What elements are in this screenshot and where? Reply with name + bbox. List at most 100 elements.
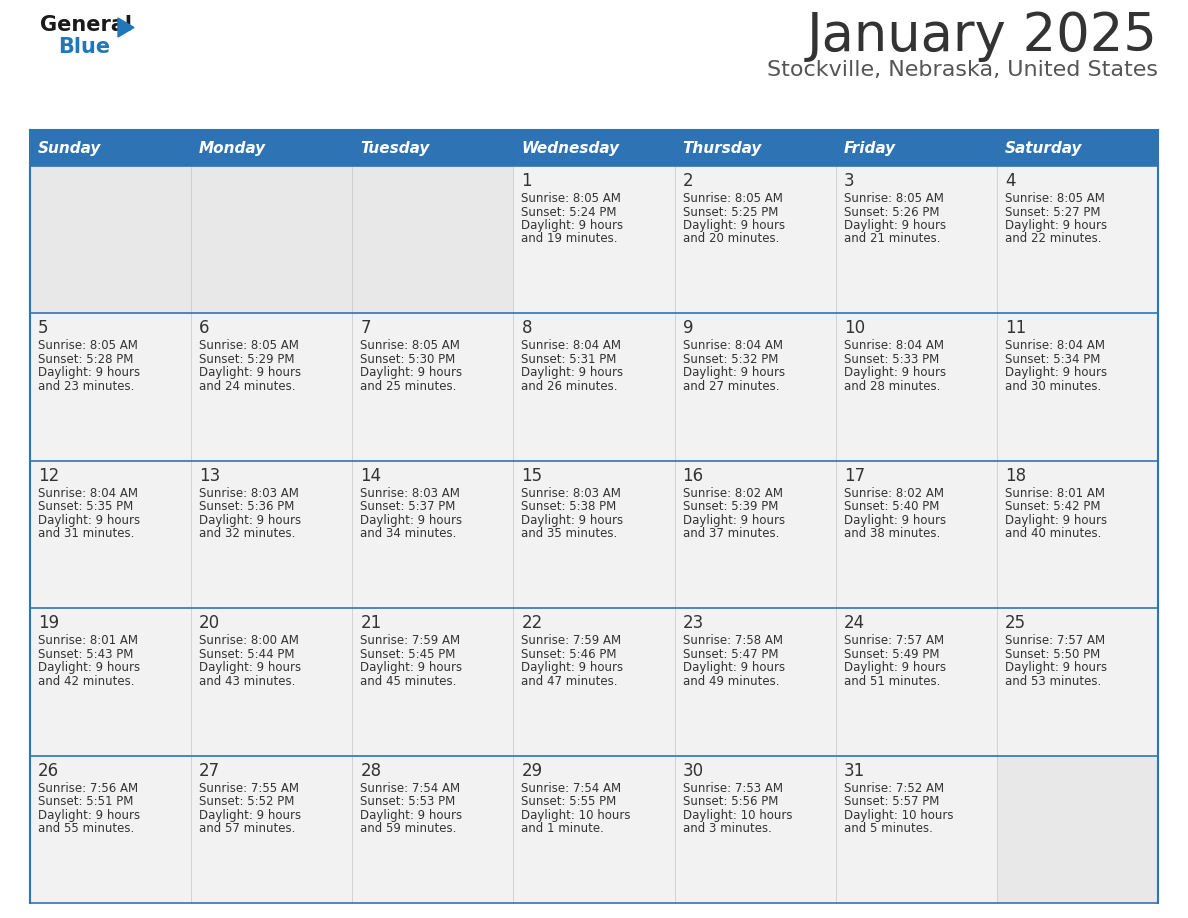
Text: Sunset: 5:36 PM: Sunset: 5:36 PM <box>200 500 295 513</box>
Text: 31: 31 <box>843 762 865 779</box>
Text: Daylight: 9 hours: Daylight: 9 hours <box>360 809 462 822</box>
Text: Daylight: 9 hours: Daylight: 9 hours <box>1005 661 1107 674</box>
Text: Monday: Monday <box>200 140 266 155</box>
Bar <box>353 461 513 609</box>
Text: and 26 minutes.: and 26 minutes. <box>522 380 618 393</box>
Text: Daylight: 9 hours: Daylight: 9 hours <box>1005 366 1107 379</box>
Text: Sunrise: 7:59 AM: Sunrise: 7:59 AM <box>522 634 621 647</box>
Text: Sunset: 5:50 PM: Sunset: 5:50 PM <box>1005 648 1100 661</box>
Text: Tuesday: Tuesday <box>360 140 430 155</box>
Text: Sunrise: 8:04 AM: Sunrise: 8:04 AM <box>1005 340 1105 353</box>
Text: and 3 minutes.: and 3 minutes. <box>683 823 771 835</box>
Bar <box>191 166 353 313</box>
Text: 1: 1 <box>522 172 532 190</box>
Text: Daylight: 9 hours: Daylight: 9 hours <box>522 219 624 232</box>
Text: Sunset: 5:52 PM: Sunset: 5:52 PM <box>200 795 295 808</box>
Text: and 25 minutes.: and 25 minutes. <box>360 380 456 393</box>
Text: Sunset: 5:55 PM: Sunset: 5:55 PM <box>522 795 617 808</box>
Text: Sunset: 5:32 PM: Sunset: 5:32 PM <box>683 353 778 366</box>
Bar <box>675 166 835 313</box>
Text: and 55 minutes.: and 55 minutes. <box>38 823 134 835</box>
Text: Sunset: 5:30 PM: Sunset: 5:30 PM <box>360 353 455 366</box>
Text: 25: 25 <box>1005 614 1026 633</box>
Text: and 45 minutes.: and 45 minutes. <box>360 675 456 688</box>
Text: Daylight: 9 hours: Daylight: 9 hours <box>360 366 462 379</box>
Text: Sunrise: 7:59 AM: Sunrise: 7:59 AM <box>360 634 461 647</box>
Text: Daylight: 9 hours: Daylight: 9 hours <box>843 366 946 379</box>
Text: Saturday: Saturday <box>1005 140 1082 155</box>
Text: and 38 minutes.: and 38 minutes. <box>843 527 940 541</box>
Text: Daylight: 9 hours: Daylight: 9 hours <box>1005 514 1107 527</box>
Text: Daylight: 9 hours: Daylight: 9 hours <box>683 219 785 232</box>
Text: and 28 minutes.: and 28 minutes. <box>843 380 940 393</box>
Text: Daylight: 9 hours: Daylight: 9 hours <box>38 366 140 379</box>
Bar <box>997 166 1158 313</box>
Text: Sunset: 5:29 PM: Sunset: 5:29 PM <box>200 353 295 366</box>
Bar <box>997 313 1158 461</box>
Text: Daylight: 9 hours: Daylight: 9 hours <box>683 661 785 674</box>
Text: Daylight: 9 hours: Daylight: 9 hours <box>200 661 302 674</box>
Text: Sunset: 5:57 PM: Sunset: 5:57 PM <box>843 795 939 808</box>
Text: Wednesday: Wednesday <box>522 140 620 155</box>
Text: 16: 16 <box>683 466 703 485</box>
Text: Sunset: 5:49 PM: Sunset: 5:49 PM <box>843 648 940 661</box>
Text: and 5 minutes.: and 5 minutes. <box>843 823 933 835</box>
Text: and 53 minutes.: and 53 minutes. <box>1005 675 1101 688</box>
Text: Sunrise: 8:04 AM: Sunrise: 8:04 AM <box>38 487 138 499</box>
Text: 15: 15 <box>522 466 543 485</box>
Text: Sunset: 5:24 PM: Sunset: 5:24 PM <box>522 206 617 218</box>
Bar <box>835 313 997 461</box>
Text: Sunset: 5:33 PM: Sunset: 5:33 PM <box>843 353 939 366</box>
Bar <box>675 313 835 461</box>
Text: and 19 minutes.: and 19 minutes. <box>522 232 618 245</box>
Text: 13: 13 <box>200 466 221 485</box>
Text: Sunrise: 7:57 AM: Sunrise: 7:57 AM <box>843 634 943 647</box>
Text: Thursday: Thursday <box>683 140 762 155</box>
Bar <box>835 609 997 756</box>
Text: 7: 7 <box>360 319 371 338</box>
Text: Sunset: 5:40 PM: Sunset: 5:40 PM <box>843 500 939 513</box>
Text: Sunset: 5:44 PM: Sunset: 5:44 PM <box>200 648 295 661</box>
Bar <box>30 313 191 461</box>
Text: Daylight: 9 hours: Daylight: 9 hours <box>200 366 302 379</box>
Text: Sunrise: 7:58 AM: Sunrise: 7:58 AM <box>683 634 783 647</box>
Text: Daylight: 9 hours: Daylight: 9 hours <box>683 514 785 527</box>
Bar <box>30 166 191 313</box>
Text: and 43 minutes.: and 43 minutes. <box>200 675 296 688</box>
Text: Sunrise: 8:02 AM: Sunrise: 8:02 AM <box>683 487 783 499</box>
Text: and 59 minutes.: and 59 minutes. <box>360 823 456 835</box>
Text: Daylight: 9 hours: Daylight: 9 hours <box>200 514 302 527</box>
Bar <box>835 756 997 903</box>
Text: Sunrise: 7:54 AM: Sunrise: 7:54 AM <box>360 781 461 795</box>
Text: 8: 8 <box>522 319 532 338</box>
Text: Sunset: 5:42 PM: Sunset: 5:42 PM <box>1005 500 1100 513</box>
Text: Sunrise: 8:05 AM: Sunrise: 8:05 AM <box>200 340 299 353</box>
Text: Sunset: 5:38 PM: Sunset: 5:38 PM <box>522 500 617 513</box>
Text: Sunset: 5:34 PM: Sunset: 5:34 PM <box>1005 353 1100 366</box>
Text: and 49 minutes.: and 49 minutes. <box>683 675 779 688</box>
Bar <box>30 756 191 903</box>
Text: Sunset: 5:51 PM: Sunset: 5:51 PM <box>38 795 133 808</box>
Bar <box>675 461 835 609</box>
Text: 23: 23 <box>683 614 703 633</box>
Text: 20: 20 <box>200 614 220 633</box>
Text: 10: 10 <box>843 319 865 338</box>
Text: and 57 minutes.: and 57 minutes. <box>200 823 296 835</box>
Bar <box>353 756 513 903</box>
Text: Sunset: 5:45 PM: Sunset: 5:45 PM <box>360 648 456 661</box>
Text: Sunday: Sunday <box>38 140 101 155</box>
Text: 21: 21 <box>360 614 381 633</box>
Bar <box>30 461 191 609</box>
Text: Daylight: 9 hours: Daylight: 9 hours <box>522 661 624 674</box>
Text: Sunrise: 8:05 AM: Sunrise: 8:05 AM <box>1005 192 1105 205</box>
Bar <box>353 313 513 461</box>
Text: 5: 5 <box>38 319 49 338</box>
Text: Sunset: 5:46 PM: Sunset: 5:46 PM <box>522 648 617 661</box>
Bar <box>191 609 353 756</box>
Text: Sunrise: 8:03 AM: Sunrise: 8:03 AM <box>522 487 621 499</box>
Text: and 21 minutes.: and 21 minutes. <box>843 232 940 245</box>
Bar <box>30 130 1158 166</box>
Text: Sunrise: 7:52 AM: Sunrise: 7:52 AM <box>843 781 943 795</box>
Text: Daylight: 9 hours: Daylight: 9 hours <box>843 661 946 674</box>
Text: General: General <box>40 15 132 35</box>
